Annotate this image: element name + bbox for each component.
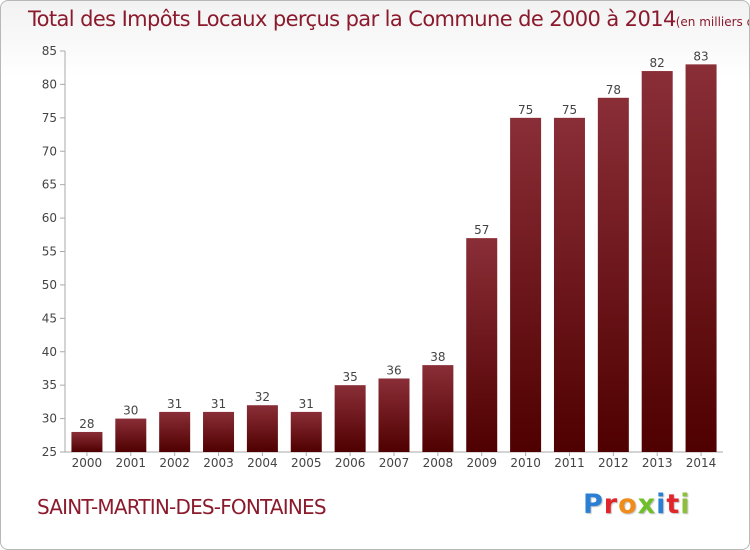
x-tick-label: 2001	[116, 456, 147, 470]
x-tick-label: 2014	[686, 456, 717, 470]
logo-letter: t	[666, 489, 681, 520]
y-tick-label: 25	[42, 445, 57, 459]
x-tick-label: 2013	[642, 456, 673, 470]
bar	[641, 71, 673, 453]
x-tick-label: 2010	[510, 456, 541, 470]
bar	[422, 365, 454, 452]
bar-value-label: 31	[211, 397, 226, 411]
y-tick-label: 35	[42, 378, 57, 392]
bar	[115, 418, 147, 452]
bar-value-label: 75	[518, 103, 533, 117]
y-tick-label: 60	[42, 211, 57, 225]
y-tick-label: 80	[42, 77, 57, 91]
logo-letter: i	[656, 489, 667, 520]
bar-value-label: 28	[79, 417, 94, 431]
logo-letter: x	[637, 489, 657, 520]
x-tick-label: 2004	[247, 456, 278, 470]
x-tick-label: 2003	[203, 456, 234, 470]
bar	[510, 117, 542, 452]
bar-value-label: 32	[255, 390, 270, 404]
bar	[159, 411, 191, 452]
proxiti-logo[interactable]: Proxiti	[583, 489, 691, 520]
y-tick-label: 55	[42, 245, 57, 259]
x-tick-label: 2012	[598, 456, 629, 470]
bar	[246, 405, 278, 452]
y-tick-label: 50	[42, 278, 57, 292]
logo-letter: i	[680, 489, 691, 520]
y-tick-label: 70	[42, 144, 57, 158]
bar	[685, 64, 717, 452]
chart-subtitle: (en milliers d'€)	[675, 15, 749, 29]
x-tick-label: 2002	[159, 456, 190, 470]
bar-value-label: 35	[342, 370, 357, 384]
x-tick-label: 2008	[423, 456, 454, 470]
bar-value-label: 75	[562, 103, 577, 117]
logo-letter: o	[618, 489, 638, 520]
x-tick-label: 2011	[554, 456, 585, 470]
bar	[334, 385, 366, 452]
chart-title-text: Total des Impôts Locaux perçus par la Co…	[28, 7, 676, 31]
bar-value-label: 82	[650, 56, 665, 70]
bar	[597, 97, 629, 453]
bar-value-label: 31	[299, 397, 314, 411]
y-tick-label: 30	[42, 412, 57, 426]
bar	[466, 238, 498, 452]
bar	[378, 378, 410, 452]
logo-letter: r	[603, 489, 619, 520]
y-tick-label: 65	[42, 178, 57, 192]
bar-value-label: 57	[474, 223, 489, 237]
bar-value-label: 38	[430, 350, 445, 364]
commune-name: SAINT-MARTIN-DES-FONTAINES	[37, 495, 327, 519]
chart-title: Total des Impôts Locaux perçus par la Co…	[28, 7, 749, 31]
bar	[290, 411, 322, 452]
x-tick-label: 2000	[72, 456, 103, 470]
bar-value-label: 36	[386, 363, 401, 377]
x-tick-label: 2009	[466, 456, 497, 470]
x-tick-label: 2005	[291, 456, 322, 470]
chart-axes: 25 30 35 40 45 50 55 60 65 70 75 80 85 2000 2001 2002 20…	[42, 44, 723, 470]
bar	[203, 411, 235, 452]
y-tick-label: 85	[42, 44, 57, 58]
bar-value-label: 83	[693, 49, 708, 63]
x-tick-label: 2007	[379, 456, 410, 470]
bar-value-label: 78	[606, 83, 621, 97]
bar-value-label: 31	[167, 397, 182, 411]
y-tick-label: 75	[42, 111, 57, 125]
x-tick-label: 2006	[335, 456, 366, 470]
y-tick-label: 45	[42, 311, 57, 325]
bar	[71, 431, 103, 452]
logo-letter: P	[583, 489, 604, 520]
bar	[553, 117, 585, 452]
bar-value-label: 30	[123, 404, 138, 418]
y-tick-label: 40	[42, 345, 57, 359]
chart-bars: 28 30 31 31 32 31 35 36 38 57 75 75 78 82 83	[71, 49, 717, 453]
